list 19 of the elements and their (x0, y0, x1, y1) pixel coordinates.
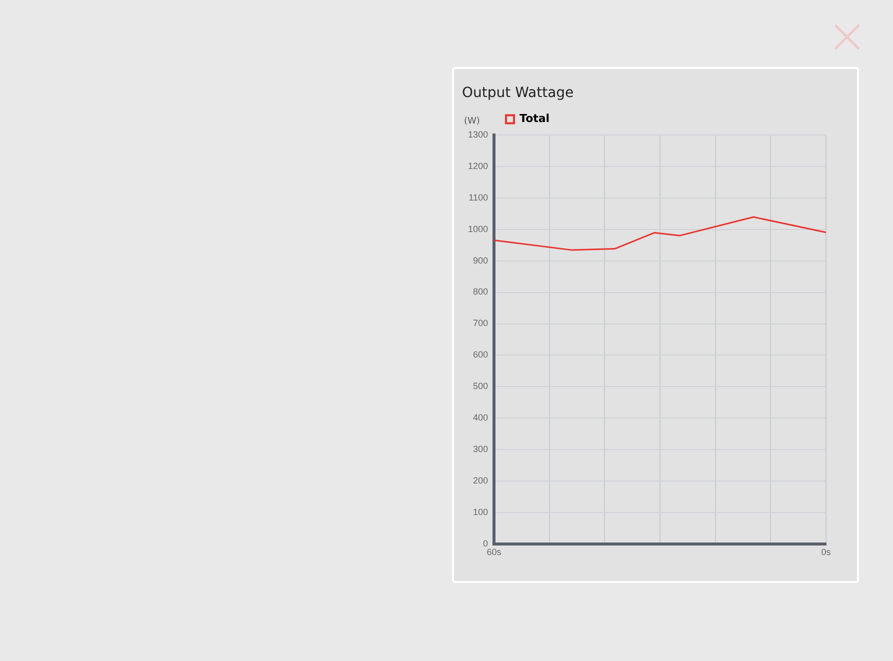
y-axis-title: (W) (464, 116, 480, 127)
y-tick-label: 800 (472, 286, 488, 297)
y-tick-label: 1300 (468, 129, 488, 140)
y-tick-label: 100 (472, 507, 488, 518)
y-tick-label: 600 (472, 350, 488, 360)
y-tick-label: 200 (472, 476, 488, 486)
y-tick-label: 300 (472, 444, 488, 454)
y-tick-label: 0 (483, 538, 488, 549)
x-tick-label: 60s (486, 547, 502, 558)
y-tick-label: 400 (472, 412, 488, 423)
y-tick-label: 1000 (468, 224, 488, 234)
x-tick-label: 0s (821, 547, 832, 558)
chart-title: Output Wattage (462, 85, 574, 102)
y-tick-label: 500 (472, 381, 488, 392)
legend-label: Total (520, 112, 550, 126)
y-tick-label: 900 (472, 255, 488, 266)
y-tick-label: 700 (472, 318, 488, 328)
y-tick-label: 1100 (468, 192, 488, 202)
y-tick-label: 1200 (468, 160, 488, 171)
